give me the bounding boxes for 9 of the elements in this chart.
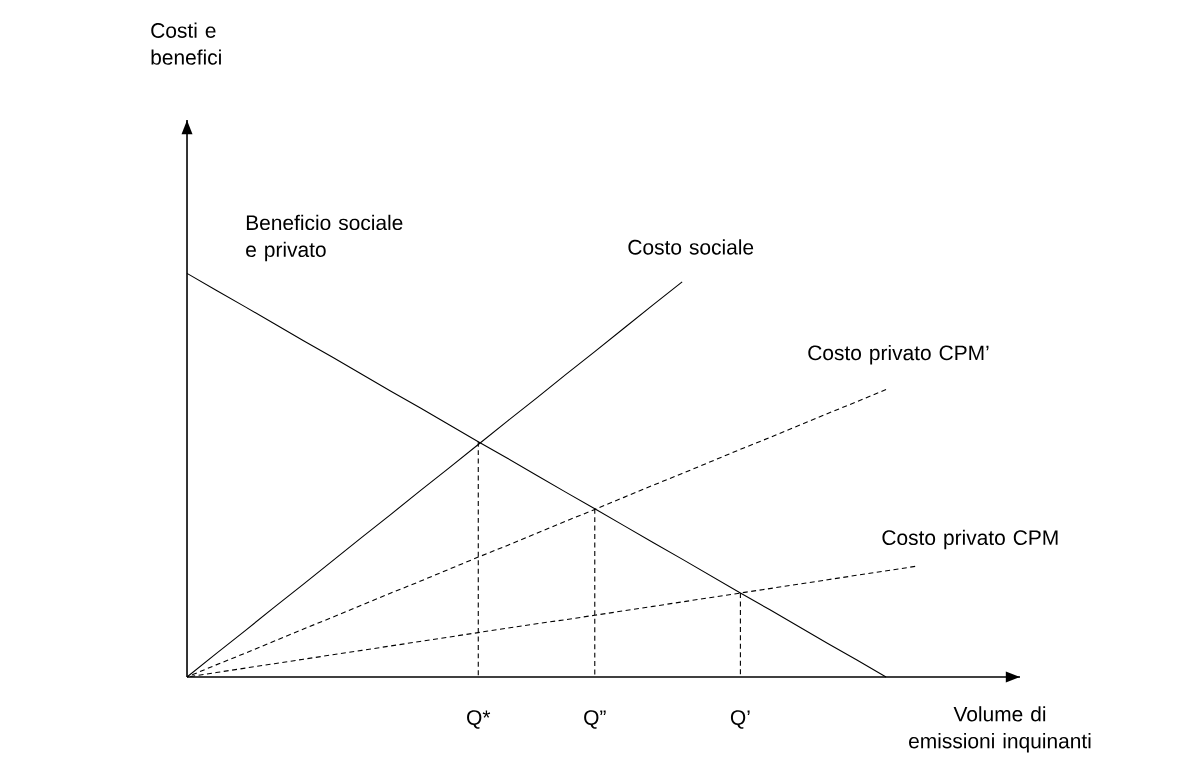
- series-label: Costo privato CPM: [882, 529, 1058, 550]
- x-axis-title: Volume di emissioni inquinanti: [909, 706, 1091, 753]
- series-label: Costo privato CPM’: [808, 344, 989, 365]
- x-tick-label: Q*: [467, 710, 491, 729]
- x-tick-label: Q’: [730, 710, 750, 729]
- text: Costi e benefici: [151, 22, 221, 65]
- x-tick-label: Q”: [584, 710, 606, 729]
- series-label: Costo sociale: [628, 239, 754, 255]
- series-label: Beneficio sociale e privato: [246, 214, 403, 262]
